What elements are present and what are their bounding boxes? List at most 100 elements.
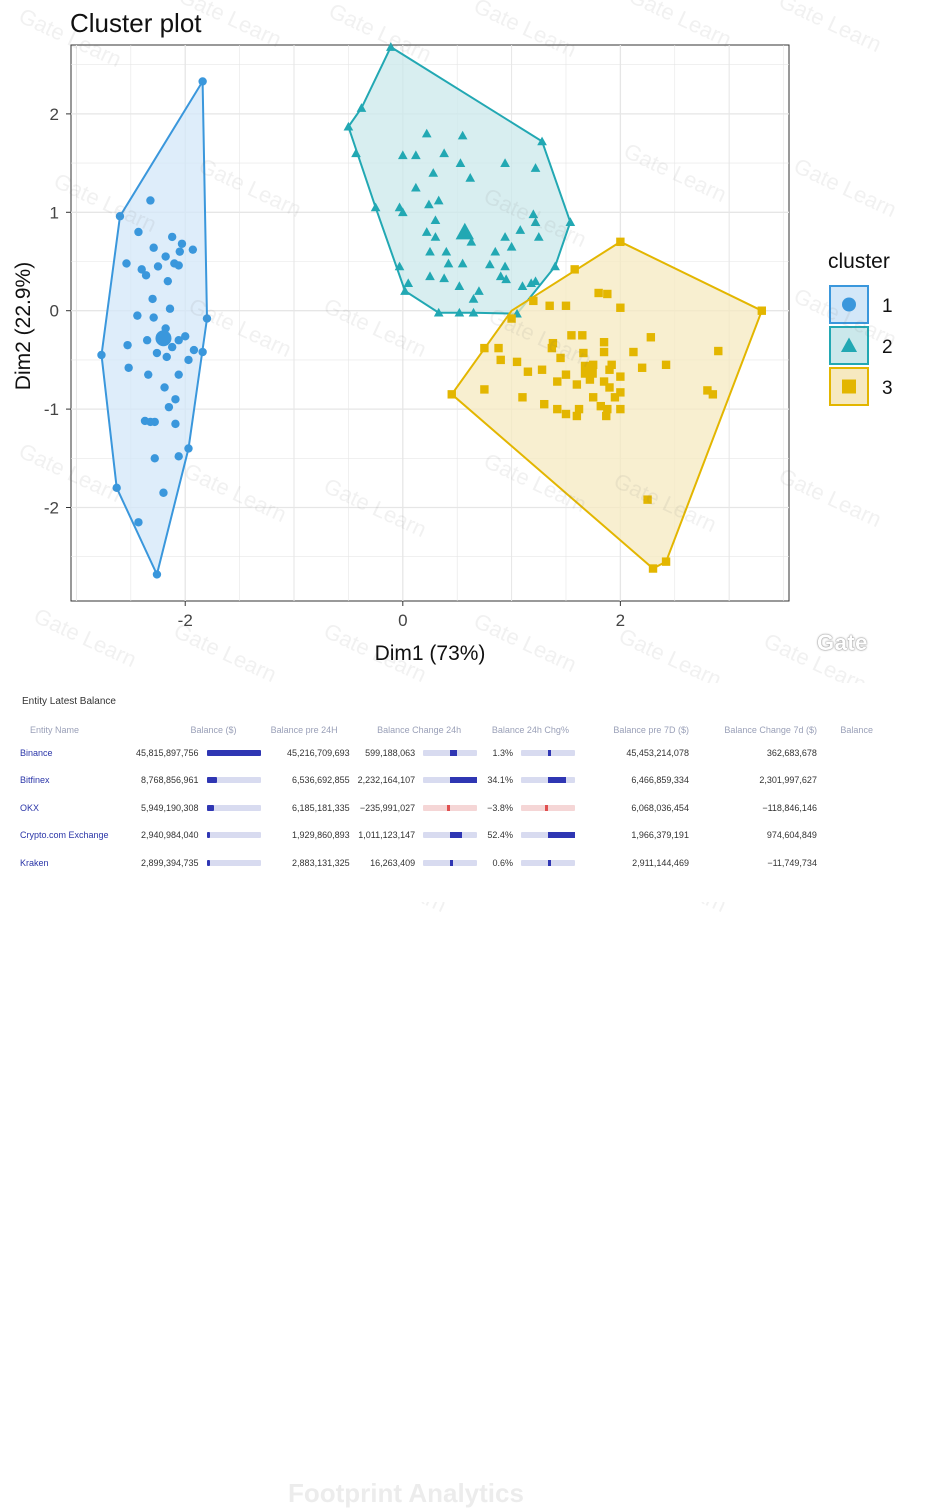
entity-name-link[interactable]: OKX <box>20 802 40 813</box>
cluster-2-point <box>528 209 539 219</box>
header-balance-change-24h[interactable]: Balance Change 24h <box>377 725 462 735</box>
cluster-1-point <box>115 212 125 221</box>
cluster-1-point <box>144 370 153 379</box>
cluster-2-point <box>500 261 510 271</box>
entity-name-link[interactable]: Crypto.com Exchange <box>20 830 109 841</box>
cluster-2-point <box>397 207 408 217</box>
entity-name-link[interactable]: Kraken <box>20 857 49 868</box>
cluster-3-point <box>599 377 609 386</box>
table-row[interactable]: OKX 5,949,190,308 6,185,181,335 −235,991,02… <box>16 794 877 822</box>
cluster-1-point <box>112 483 121 493</box>
cluster-3-point <box>637 363 647 372</box>
change-24h-bar-track <box>423 749 478 756</box>
pct-24h-bar-fill <box>547 749 551 756</box>
balance-pre-24h-cell: 45,216,709,693 <box>287 747 350 758</box>
cluster-3-point <box>547 343 557 353</box>
cluster-3-point <box>585 375 595 384</box>
cluster-1-point <box>167 342 177 352</box>
cluster-1-point <box>171 395 180 404</box>
cluster-1-point <box>164 402 174 412</box>
cluster-2-point <box>454 307 465 317</box>
cluster-2-point <box>433 195 444 205</box>
balance-extra-cell <box>821 849 877 877</box>
y-tick-label: 1 <box>50 203 59 222</box>
cluster-2-point <box>370 202 381 212</box>
cluster-2-point <box>430 232 441 241</box>
balance-bar-fill <box>206 749 261 756</box>
cluster-1-point <box>184 355 193 365</box>
table-row[interactable]: Crypto.com Exchange 2,940,984,040 1,929,86… <box>16 822 877 850</box>
table-row[interactable]: Kraken 2,899,394,735 2,883,131,325 16,263,4… <box>16 849 877 877</box>
balance-extra-cell <box>821 794 877 822</box>
change-24h-bar-track <box>423 804 478 811</box>
cluster-3-point <box>661 360 671 370</box>
cluster-3-point <box>599 347 609 357</box>
cluster-2-point <box>550 261 560 271</box>
balance-table-body: Binance 45,815,897,756 45,216,709,693 599,1… <box>16 739 877 877</box>
balance-24h-chg-pct-cell: 52.4% <box>487 830 513 841</box>
legend-marker-3 <box>842 379 856 394</box>
cluster-3-point <box>556 353 565 363</box>
header-balance-pre-7d[interactable]: Balance pre 7D ($) <box>613 725 689 735</box>
balance-bar-fill <box>206 832 211 839</box>
cluster-1-point <box>133 311 142 320</box>
header-balance-pre-24h[interactable]: Balance pre 24H <box>270 725 338 735</box>
balance-cell: 2,940,984,040 <box>141 830 199 841</box>
cluster-3-point <box>588 393 598 402</box>
header-balance-24h-chg-pct[interactable]: Balance 24h Chg% <box>491 725 569 735</box>
cluster-1-point <box>146 196 155 205</box>
pct-24h-bar-track <box>520 777 575 784</box>
pct-24h-bar-fill <box>547 859 551 866</box>
cluster-3-point <box>561 370 571 379</box>
change-24h-bar-fill <box>450 777 478 784</box>
change-24h-bar <box>419 794 483 822</box>
cluster-3-point <box>553 377 562 386</box>
balance-24h-chg-pct-cell: −3.8% <box>487 802 513 813</box>
pct-24h-bar-fill <box>547 832 575 839</box>
cluster-3-point <box>572 411 582 421</box>
cluster-1-centroid <box>155 330 172 347</box>
pct-24h-bar <box>517 767 581 795</box>
cluster-1-point <box>181 332 190 341</box>
entity-name-link[interactable]: Bitfinex <box>20 775 50 786</box>
cluster-3-point <box>616 372 625 381</box>
cluster-2-point <box>421 128 432 138</box>
cluster-1-point <box>171 419 180 429</box>
balance-change-7d-cell: 974,604,849 <box>766 830 817 841</box>
pct-24h-bar <box>517 739 581 767</box>
cluster-3-point <box>603 289 612 299</box>
header-balance-extra[interactable]: Balance <box>840 725 873 735</box>
change-24h-bar-fill <box>450 832 463 839</box>
balance-change-24h-cell: 599,188,063 <box>365 747 416 758</box>
table-row[interactable]: Bitfinex 8,768,856,961 6,536,692,855 2,232,… <box>16 767 877 795</box>
axes: -2 0 2 -2 -1 0 1 2 <box>44 105 625 630</box>
header-entity-name[interactable]: Entity Name <box>30 725 80 735</box>
table-row[interactable]: Binance 45,815,897,756 45,216,709,693 599,1… <box>16 739 877 767</box>
balance-bar-fill <box>206 804 214 811</box>
pct-24h-bar-track <box>520 749 575 756</box>
balance-bar <box>203 767 267 795</box>
cluster-3-point <box>708 390 718 399</box>
header-balance-change-7d[interactable]: Balance Change 7d ($) <box>724 725 817 735</box>
pct-24h-bar-track <box>520 832 575 839</box>
cluster-3-point <box>616 237 625 247</box>
balance-extra-cell <box>821 822 877 850</box>
balance-bar <box>203 794 267 822</box>
legend-label-1: 1 <box>882 296 893 317</box>
x-tick-label: 2 <box>616 611 625 630</box>
x-axis-label: Dim1 (73%) <box>375 642 486 665</box>
table-title: Entity Latest Balance <box>22 696 116 707</box>
cluster-3-point <box>512 357 522 367</box>
cluster-3-point <box>578 331 587 340</box>
cluster-3-point <box>496 355 505 365</box>
cluster-3-point <box>572 380 582 389</box>
cluster-1-point <box>174 261 183 270</box>
cluster-3-point <box>540 399 549 409</box>
y-tick-label: -2 <box>44 499 59 518</box>
change-24h-bar-fill <box>450 749 458 756</box>
cluster-2-point <box>428 168 439 177</box>
balance-change-24h-cell: 16,263,409 <box>370 857 416 868</box>
balance-bar-fill <box>206 777 217 784</box>
header-balance[interactable]: Balance ($) <box>190 725 237 735</box>
entity-name-link[interactable]: Binance <box>20 747 53 758</box>
